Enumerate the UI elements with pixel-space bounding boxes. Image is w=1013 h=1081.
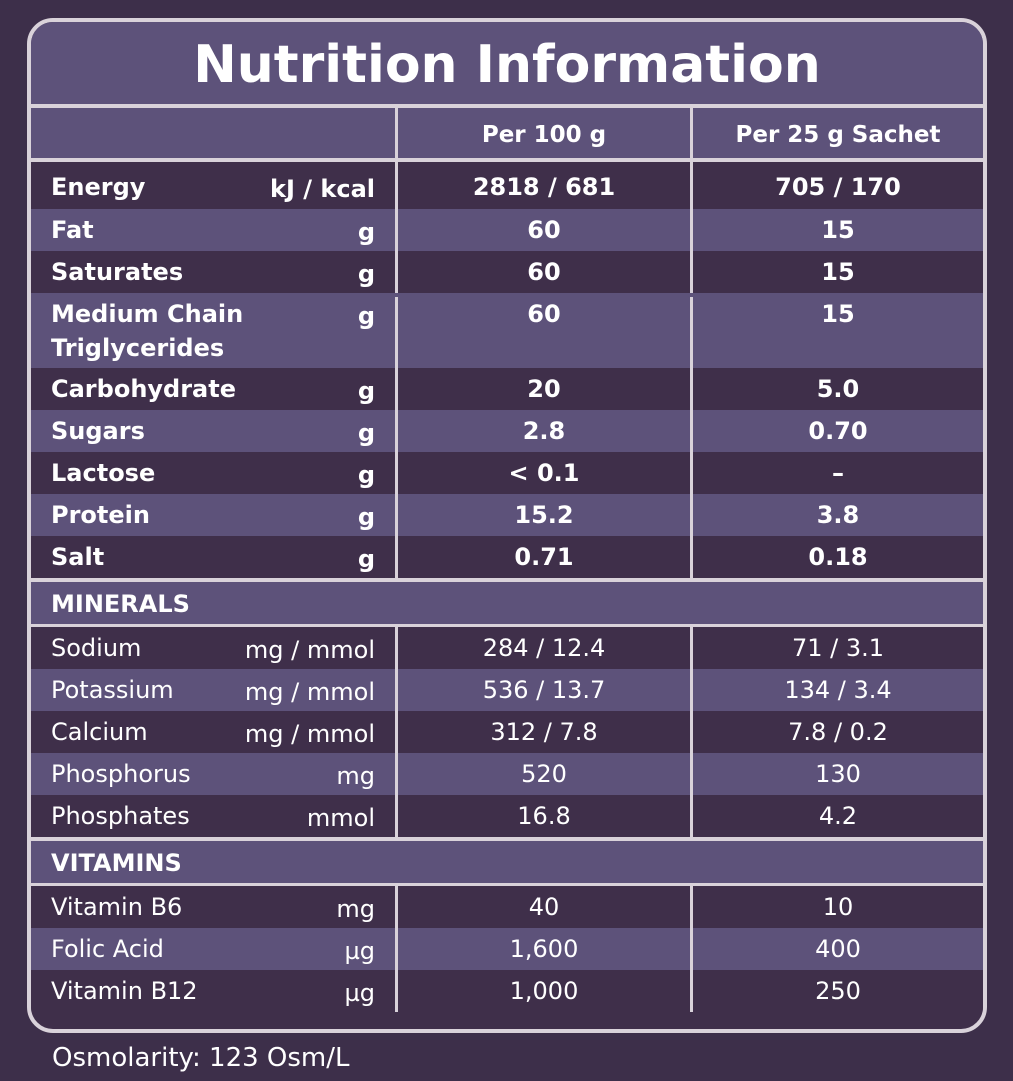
table-row: Vitamin B6 mg 40 10 bbox=[31, 886, 983, 928]
value-per-sachet: 134 / 3.4 bbox=[690, 669, 983, 711]
nutrient-name: Folic Acid bbox=[51, 935, 164, 963]
nutrient-name: Phosphorus bbox=[51, 760, 191, 788]
table-row: Salt g 0.71 0.18 bbox=[31, 536, 983, 578]
table-row: Potassium mg / mmol 536 / 13.7 134 / 3.4 bbox=[31, 669, 983, 711]
value-per-100g: 536 / 13.7 bbox=[395, 669, 690, 711]
value-per-sachet: 705 / 170 bbox=[690, 162, 983, 209]
unit: mg / mmol bbox=[244, 720, 375, 748]
unit: mmol bbox=[306, 804, 375, 832]
value-per-sachet: 7.8 / 0.2 bbox=[690, 711, 983, 753]
unit: g bbox=[357, 218, 375, 246]
table-row: Energy kJ / kcal 2818 / 681 705 / 170 bbox=[31, 162, 983, 209]
nutrient-name: Energy bbox=[51, 173, 146, 201]
unit: kJ / kcal bbox=[270, 175, 375, 203]
unit: g bbox=[357, 503, 375, 531]
table-row: Calcium mg / mmol 312 / 7.8 7.8 / 0.2 bbox=[31, 711, 983, 753]
value-per-sachet: 71 / 3.1 bbox=[690, 627, 983, 669]
macros-section: Energy kJ / kcal 2818 / 681 705 / 170 Fat g… bbox=[31, 162, 983, 578]
unit: g bbox=[357, 302, 375, 330]
column-header-row: Per 100 g Per 25 g Sachet bbox=[31, 108, 983, 162]
value-per-100g: 284 / 12.4 bbox=[395, 627, 690, 669]
osmolarity-note: Osmolarity: 123 Osm/L bbox=[52, 1043, 350, 1073]
nutrient-name: Lactose bbox=[51, 459, 156, 487]
unit: g bbox=[357, 377, 375, 405]
table-row: Folic Acid µg 1,600 400 bbox=[31, 928, 983, 970]
value-per-sachet: 5.0 bbox=[690, 368, 983, 410]
value-per-100g: 40 bbox=[395, 886, 690, 928]
value-per-sachet: 4.2 bbox=[690, 795, 983, 837]
unit: g bbox=[357, 545, 375, 573]
value-per-100g: 520 bbox=[395, 753, 690, 795]
table-row: Phosphorus mg 520 130 bbox=[31, 753, 983, 795]
nutrient-name: Medium Chain Triglycerides bbox=[51, 300, 244, 362]
unit: µg bbox=[344, 979, 375, 1007]
nutrient-name: Protein bbox=[51, 501, 150, 529]
unit: g bbox=[357, 260, 375, 288]
table-row: Phosphates mmol 16.8 4.2 bbox=[31, 795, 983, 837]
nutrient-name: Phosphates bbox=[51, 802, 190, 830]
column-per-sachet: Per 25 g Sachet bbox=[690, 108, 983, 158]
minerals-section: Sodium mg / mmol 284 / 12.4 71 / 3.1 Potas… bbox=[31, 627, 983, 837]
table-row: Saturates g 60 15 bbox=[31, 251, 983, 293]
table-row: Medium Chain Triglycerides g 60 15 bbox=[31, 293, 983, 368]
nutrition-table: Nutrition Information Per 100 g Per 25 g… bbox=[27, 18, 987, 1033]
table-row: Protein g 15.2 3.8 bbox=[31, 494, 983, 536]
value-per-100g: < 0.1 bbox=[395, 452, 690, 494]
nutrient-name: Calcium bbox=[51, 718, 148, 746]
nutrient-name: Vitamin B12 bbox=[51, 977, 198, 1005]
unit: mg / mmol bbox=[244, 678, 375, 706]
nutrient-name: Saturates bbox=[51, 258, 184, 286]
nutrient-name: Potassium bbox=[51, 676, 174, 704]
table-row: Sodium mg / mmol 284 / 12.4 71 / 3.1 bbox=[31, 627, 983, 669]
value-per-100g: 60 bbox=[395, 251, 690, 293]
unit: µg bbox=[344, 937, 375, 965]
value-per-sachet: 130 bbox=[690, 753, 983, 795]
value-per-100g: 2818 / 681 bbox=[395, 162, 690, 209]
unit: mg / mmol bbox=[244, 636, 375, 664]
unit: mg bbox=[336, 895, 375, 923]
value-per-100g: 60 bbox=[395, 297, 690, 368]
unit: g bbox=[357, 419, 375, 447]
table-title: Nutrition Information bbox=[31, 22, 983, 108]
nutrient-name: Sugars bbox=[51, 417, 145, 445]
value-per-100g: 16.8 bbox=[395, 795, 690, 837]
table-row: Carbohydrate g 20 5.0 bbox=[31, 368, 983, 410]
nutrient-name: Vitamin B6 bbox=[51, 893, 183, 921]
vitamins-section: Vitamin B6 mg 40 10 Folic Acid µg 1,600 400… bbox=[31, 886, 983, 1012]
table-row: Lactose g < 0.1 – bbox=[31, 452, 983, 494]
vitamins-header: VITAMINS bbox=[31, 837, 983, 886]
value-per-sachet: 10 bbox=[690, 886, 983, 928]
table-row: Sugars g 2.8 0.70 bbox=[31, 410, 983, 452]
unit: mg bbox=[336, 762, 375, 790]
value-per-100g: 20 bbox=[395, 368, 690, 410]
nutrient-name: Sodium bbox=[51, 634, 142, 662]
value-per-sachet: 3.8 bbox=[690, 494, 983, 536]
value-per-sachet: 15 bbox=[690, 251, 983, 293]
value-per-100g: 60 bbox=[395, 209, 690, 251]
nutrient-name: Salt bbox=[51, 543, 105, 571]
value-per-100g: 2.8 bbox=[395, 410, 690, 452]
minerals-header: MINERALS bbox=[31, 578, 983, 627]
value-per-100g: 1,600 bbox=[395, 928, 690, 970]
value-per-sachet: 15 bbox=[690, 209, 983, 251]
table-row: Vitamin B12 µg 1,000 250 bbox=[31, 970, 983, 1012]
value-per-sachet: 250 bbox=[690, 970, 983, 1012]
nutrient-name: Carbohydrate bbox=[51, 375, 237, 403]
value-per-100g: 0.71 bbox=[395, 536, 690, 578]
value-per-100g: 15.2 bbox=[395, 494, 690, 536]
value-per-sachet: 15 bbox=[690, 297, 983, 368]
value-per-sachet: 0.18 bbox=[690, 536, 983, 578]
value-per-sachet: – bbox=[690, 452, 983, 494]
value-per-100g: 1,000 bbox=[395, 970, 690, 1012]
column-per-100g: Per 100 g bbox=[395, 108, 690, 158]
unit: g bbox=[357, 461, 375, 489]
value-per-sachet: 0.70 bbox=[690, 410, 983, 452]
value-per-100g: 312 / 7.8 bbox=[395, 711, 690, 753]
table-row: Fat g 60 15 bbox=[31, 209, 983, 251]
nutrient-name: Fat bbox=[51, 216, 94, 244]
value-per-sachet: 400 bbox=[690, 928, 983, 970]
